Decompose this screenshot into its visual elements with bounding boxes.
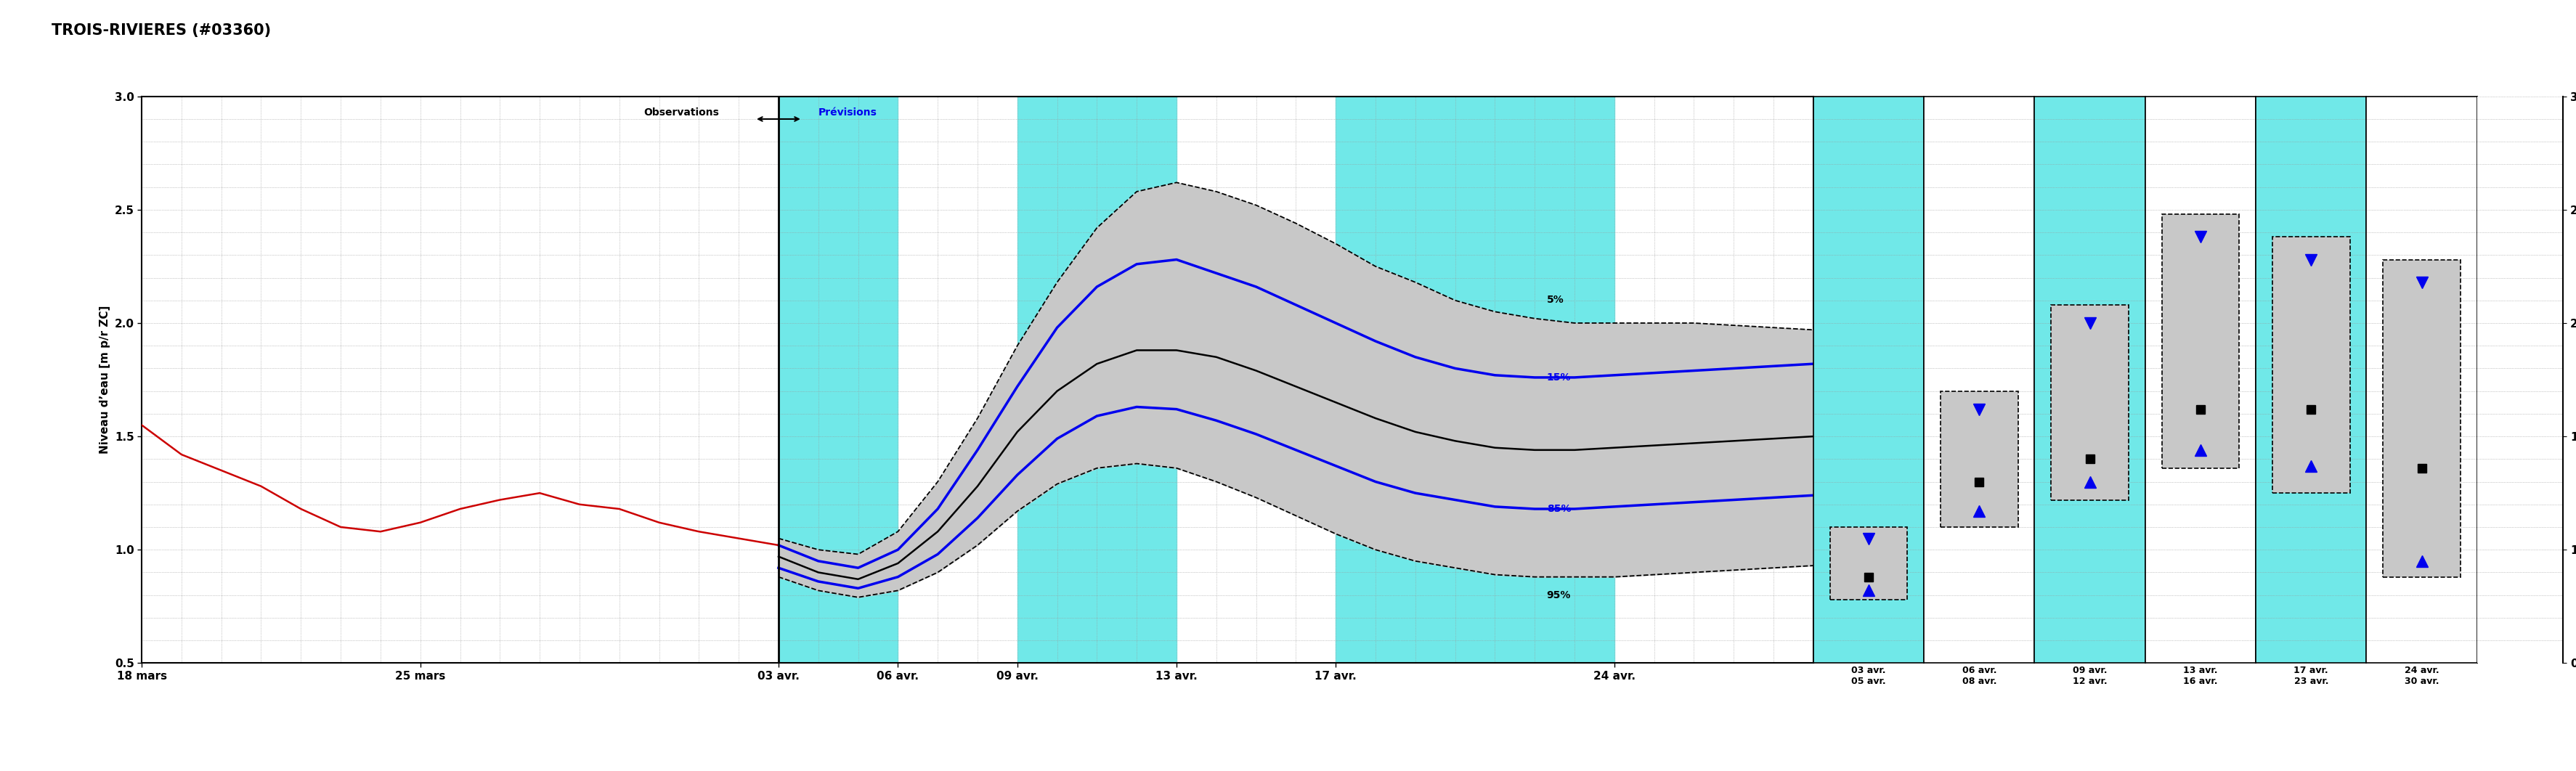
Bar bbox=[1018, 96, 1177, 663]
Bar bbox=[2161, 214, 2239, 468]
Text: Observations: Observations bbox=[644, 108, 719, 118]
Text: Prévisions: Prévisions bbox=[819, 108, 876, 118]
Text: 95%: 95% bbox=[1546, 591, 1571, 601]
Bar bbox=[1940, 391, 2017, 527]
Bar bbox=[2383, 260, 2460, 577]
Bar bbox=[778, 96, 899, 663]
Text: 5%: 5% bbox=[1546, 295, 1564, 305]
Text: 15%: 15% bbox=[1546, 372, 1571, 382]
X-axis label: 13 avr.
16 avr.: 13 avr. 16 avr. bbox=[2184, 666, 2218, 686]
Text: 85%: 85% bbox=[1546, 503, 1571, 514]
Bar bbox=[2272, 237, 2349, 493]
Bar bbox=[1337, 96, 1615, 663]
Bar bbox=[1829, 527, 1906, 600]
X-axis label: 24 avr.
30 avr.: 24 avr. 30 avr. bbox=[2403, 666, 2439, 686]
X-axis label: 06 avr.
08 avr.: 06 avr. 08 avr. bbox=[1963, 666, 1996, 686]
X-axis label: 03 avr.
05 avr.: 03 avr. 05 avr. bbox=[1852, 666, 1886, 686]
X-axis label: 09 avr.
12 avr.: 09 avr. 12 avr. bbox=[2074, 666, 2107, 686]
Y-axis label: Niveau d’eau [m p/r ZC]: Niveau d’eau [m p/r ZC] bbox=[100, 305, 111, 454]
Bar bbox=[2050, 305, 2128, 500]
Text: TROIS-RIVIERES (#03360): TROIS-RIVIERES (#03360) bbox=[52, 23, 270, 38]
X-axis label: 17 avr.
23 avr.: 17 avr. 23 avr. bbox=[2293, 666, 2329, 686]
